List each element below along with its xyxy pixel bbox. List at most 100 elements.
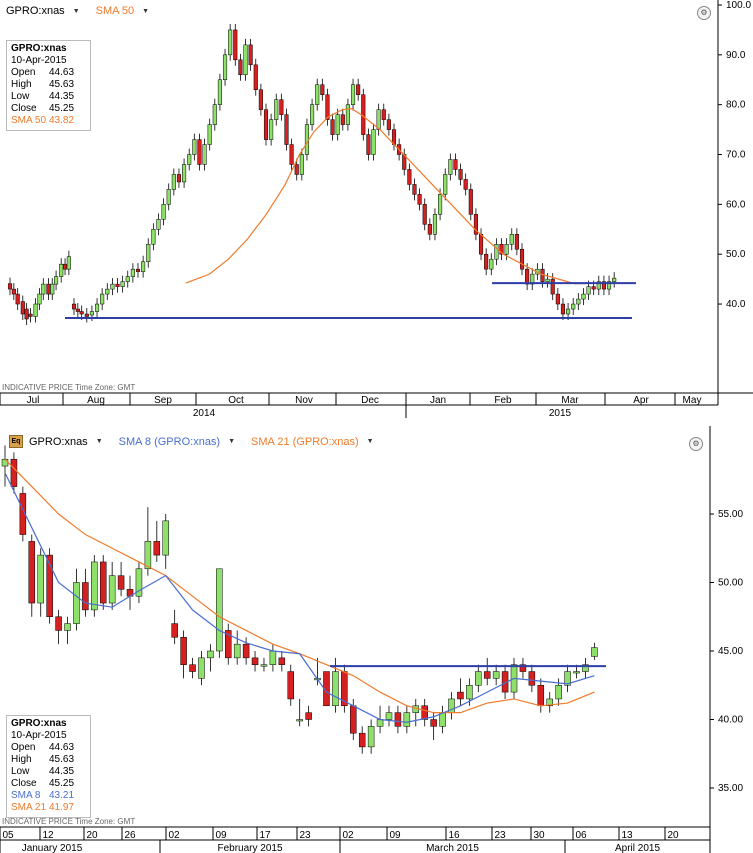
top-candle-body [7,283,13,290]
top-candle-body [176,174,182,183]
top-candle-body [581,293,586,300]
bottom-candle-body [19,493,27,535]
top-month-label: Nov [295,395,313,406]
bottom-candle-body [537,685,545,707]
bottom-symbol-label[interactable]: GPRO:xnas [29,435,88,448]
bottom-candle-body [46,554,53,618]
bottom-day-label: 09 [389,830,401,841]
chevron-down-icon[interactable]: ▼ [228,438,236,445]
bottom-candle-body [385,712,393,720]
chevron-down-icon[interactable]: ▼ [366,438,374,445]
info-label: High [11,754,32,765]
bottom-candle-body [269,650,277,665]
top-year-label: 2014 [193,408,216,418]
info-value: 44.35 [49,91,75,102]
top-candle-body [166,189,171,205]
bottom-candle-body [555,685,562,700]
top-candle-body [601,281,606,290]
bottom-candle-body [573,671,580,674]
info-label: Low [11,91,30,102]
info-value: 45.25 [49,778,75,789]
top-candle-body [105,288,110,295]
top-candle-body [463,179,468,190]
bottom-indicator-sma21[interactable]: SMA 21 (GPRO:xnas) [251,435,359,448]
top-candle-body [258,89,263,110]
bottom-candle-body [10,458,18,487]
info-row: Open 44.63 [11,67,86,79]
top-candle-body [586,286,591,295]
bottom-day-label: 23 [494,830,506,841]
top-candle-body [330,119,335,135]
top-y-tick-label: 40.0 [726,299,746,310]
settings-gear-icon[interactable]: ⚙ [697,6,711,20]
info-value: 44.63 [49,742,75,753]
bottom-bg [0,426,753,853]
top-indicator-label[interactable]: SMA 50 [95,5,135,17]
bottom-info-box: GPRO:xnas 10-Apr-2015 Open 44.63 High 45.63 Lo… [6,715,91,818]
top-candle-body [596,281,601,290]
top-candle-body [197,139,202,165]
top-candle-body [24,308,29,320]
top-candle-body [427,224,432,235]
top-candle-body [576,298,581,305]
bottom-candle-body [430,719,437,727]
bottom-candle-body [376,719,384,727]
top-candle-body [89,311,94,316]
chevron-down-icon[interactable]: ▼ [95,438,103,445]
top-candle-body [146,243,151,262]
top-info-box: GPRO:xnas 10-Apr-2015 Open 44.63 High 45.63 Lo… [6,40,91,131]
top-candle-body [253,64,258,90]
info-value: 44.63 [49,67,75,78]
top-y-tick-label: 50.0 [726,249,746,260]
top-chart-header: GPRO:xnas ▼ SMA 50 ▼ [6,5,149,17]
top-candle-body [438,194,443,215]
top-candle-body [504,243,509,255]
top-y-tick-label: 70.0 [726,150,746,161]
panel-separator [0,418,753,426]
top-candle-body [566,308,571,315]
bottom-candle-body [466,685,473,700]
top-candle-body [20,301,25,315]
info-label: Close [11,778,37,789]
info-row: Close 45.25 [11,778,86,790]
top-candle-body [161,204,166,220]
top-candle-body [376,109,381,130]
bottom-indicator-sma8[interactable]: SMA 8 (GPRO:xnas) [118,435,221,448]
equity-icon[interactable]: Eq [9,435,23,448]
bottom-candle-body [162,520,169,556]
bottom-candle-body [82,582,89,611]
bottom-candle-body [28,541,36,604]
bottom-candle-body [350,705,357,734]
top-candle-body [156,219,161,230]
top-month-label: Jul [27,395,40,406]
top-month-label: May [683,395,702,406]
bottom-candle-body [421,705,428,720]
chevron-down-icon[interactable]: ▼ [142,7,150,15]
info-label: Close [11,103,37,114]
top-candle-body [192,139,197,155]
top-candle-body [222,54,228,81]
top-candle-body [458,169,463,180]
top-symbol-label[interactable]: GPRO:xnas [6,5,65,17]
info-title: GPRO:xnas [11,718,67,729]
settings-gear-icon[interactable]: ⚙ [689,437,703,451]
info-row: Low 44.35 [11,766,86,778]
top-candle-body [478,234,484,255]
info-label: SMA 21 [11,802,47,813]
info-value: 45.63 [49,79,75,90]
bottom-candle-body [117,575,125,590]
top-candle-body [560,303,566,315]
bottom-candle-body [367,726,375,748]
top-candle-body [71,303,77,310]
bottom-candle-body [1,458,9,467]
top-candle-body [269,119,274,140]
top-sma50-line [185,108,608,285]
bottom-candle-body [591,647,598,657]
chevron-down-icon[interactable]: ▼ [72,7,80,15]
top-candle-body [50,283,55,295]
top-candle-body [248,44,253,66]
top-candle-body [279,99,284,115]
top-month-label: Oct [228,395,244,406]
top-chart-svg: 100.0 90.0 80.0 70.0 60.0 50.0 40.0 Jul Aug Sep Oc… [0,0,753,418]
top-candle-body [381,109,386,120]
